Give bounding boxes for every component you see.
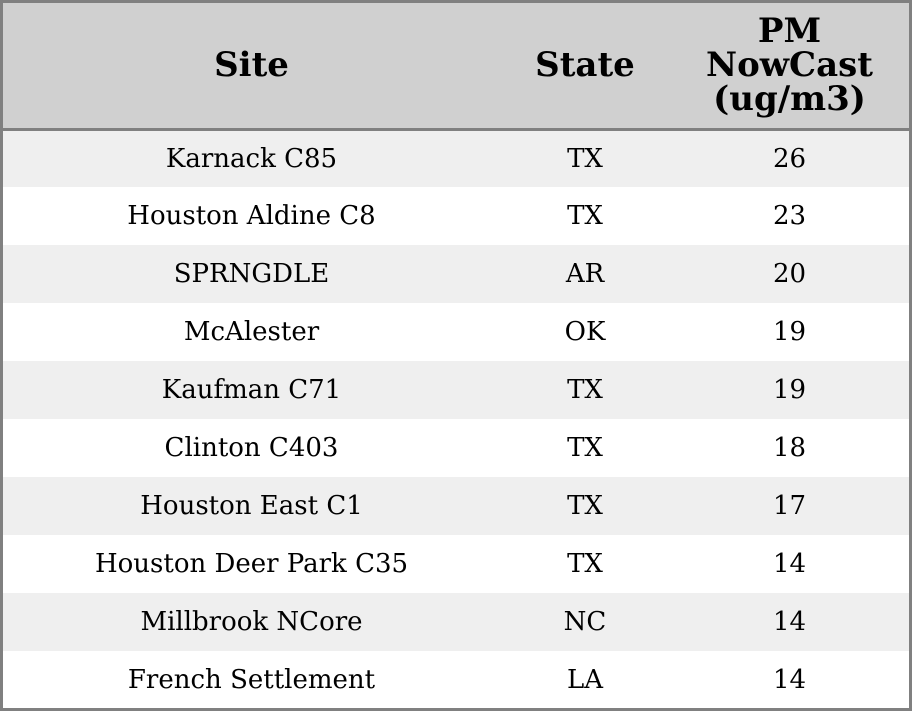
cell-site: Karnack C85: [3, 129, 500, 187]
table-row: SPRNGDLE AR 20: [3, 245, 909, 303]
header-state: State: [500, 3, 670, 131]
cell-pm-nowcast: 14: [670, 651, 909, 708]
table-row: Kaufman C71 TX 19: [3, 361, 909, 419]
cell-site: SPRNGDLE: [3, 245, 500, 303]
table-row: Millbrook NCore NC 14: [3, 593, 909, 651]
cell-pm-nowcast: 18: [670, 419, 909, 477]
cell-state: TX: [500, 361, 670, 419]
table-row: McAlester OK 19: [3, 303, 909, 361]
cell-site: Clinton C403: [3, 419, 500, 477]
cell-site: McAlester: [3, 303, 500, 361]
cell-pm-nowcast: 23: [670, 187, 909, 245]
table-row: Houston Aldine C8 TX 23: [3, 187, 909, 245]
table-row: Karnack C85 TX 26: [3, 129, 909, 187]
header-pm-line-3: (ug/m3): [713, 79, 866, 120]
cell-pm-nowcast: 19: [670, 361, 909, 419]
cell-state: TX: [500, 477, 670, 535]
table-row: Houston Deer Park C35 TX 14: [3, 535, 909, 593]
cell-site: Houston Deer Park C35: [3, 535, 500, 593]
header-pm-line-2: NowCast: [706, 45, 873, 86]
header-pm-line-1: PM: [757, 11, 822, 52]
header-site: Site: [3, 3, 500, 131]
cell-state: OK: [500, 303, 670, 361]
table-row: French Settlement LA 14: [3, 651, 909, 708]
pm-nowcast-table: Site State PM NowCast (ug/m3) Karnack C8…: [3, 3, 909, 708]
cell-site: Millbrook NCore: [3, 593, 500, 651]
cell-site: French Settlement: [3, 651, 500, 708]
cell-pm-nowcast: 17: [670, 477, 909, 535]
cell-pm-nowcast: 20: [670, 245, 909, 303]
header-state-line: State: [535, 45, 635, 86]
cell-state: TX: [500, 419, 670, 477]
cell-site: Houston Aldine C8: [3, 187, 500, 245]
cell-pm-nowcast: 26: [670, 129, 909, 187]
cell-pm-nowcast: 14: [670, 535, 909, 593]
table-header: Site State PM NowCast (ug/m3): [3, 3, 909, 131]
table-row: Clinton C403 TX 18: [3, 419, 909, 477]
table-body: Karnack C85 TX 26 Houston Aldine C8 TX 23 SPRN…: [3, 129, 909, 708]
cell-pm-nowcast: 19: [670, 303, 909, 361]
cell-site: Houston East C1: [3, 477, 500, 535]
cell-state: NC: [500, 593, 670, 651]
header-row: Site State PM NowCast (ug/m3): [3, 3, 909, 131]
cell-state: TX: [500, 535, 670, 593]
table-row: Houston East C1 TX 17: [3, 477, 909, 535]
cell-pm-nowcast: 14: [670, 593, 909, 651]
cell-state: AR: [500, 245, 670, 303]
cell-state: TX: [500, 129, 670, 187]
cell-state: TX: [500, 187, 670, 245]
header-pm-nowcast: PM NowCast (ug/m3): [670, 3, 909, 131]
header-site-line: Site: [214, 45, 289, 86]
cell-site: Kaufman C71: [3, 361, 500, 419]
cell-state: LA: [500, 651, 670, 708]
